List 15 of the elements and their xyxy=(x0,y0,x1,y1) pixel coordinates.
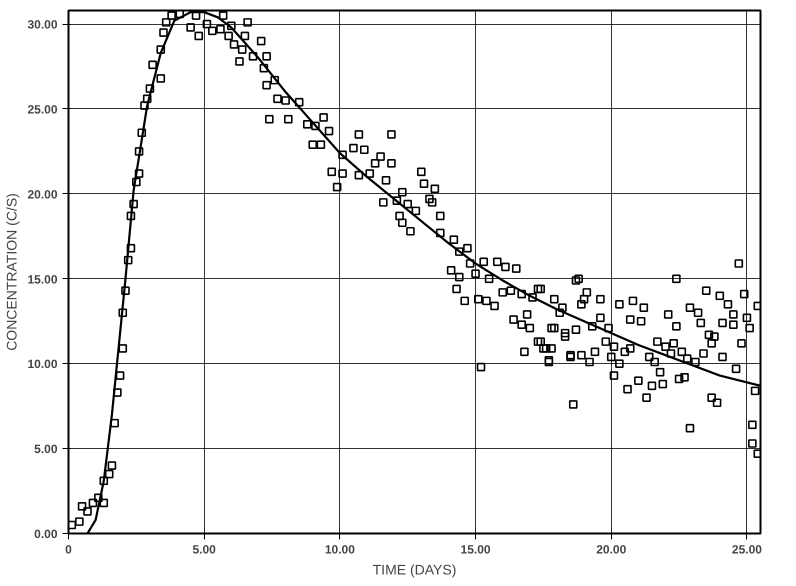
y-tick-label: 10.00 xyxy=(27,357,58,372)
x-tick-label: 5.00 xyxy=(192,542,216,556)
x-tick-label: 25.00 xyxy=(732,542,762,556)
y-tick-label: 20.00 xyxy=(27,187,58,202)
x-tick-label: 0 xyxy=(65,542,72,556)
y-tick-label: 25.00 xyxy=(27,102,58,116)
y-tick-label: 0.00 xyxy=(34,527,58,541)
x-tick-label: 15.00 xyxy=(460,542,491,556)
x-axis-title: TIME (DAYS) xyxy=(372,562,456,578)
x-tick-label: 20.00 xyxy=(596,542,627,556)
y-tick-label: 15.00 xyxy=(27,272,58,286)
y-axis-title: CONCENTRATION (C/S) xyxy=(3,193,20,351)
x-tick-label: 10.00 xyxy=(324,542,356,556)
y-tick-label: 30.00 xyxy=(27,18,58,32)
y-tick-label: 5.00 xyxy=(34,442,58,456)
